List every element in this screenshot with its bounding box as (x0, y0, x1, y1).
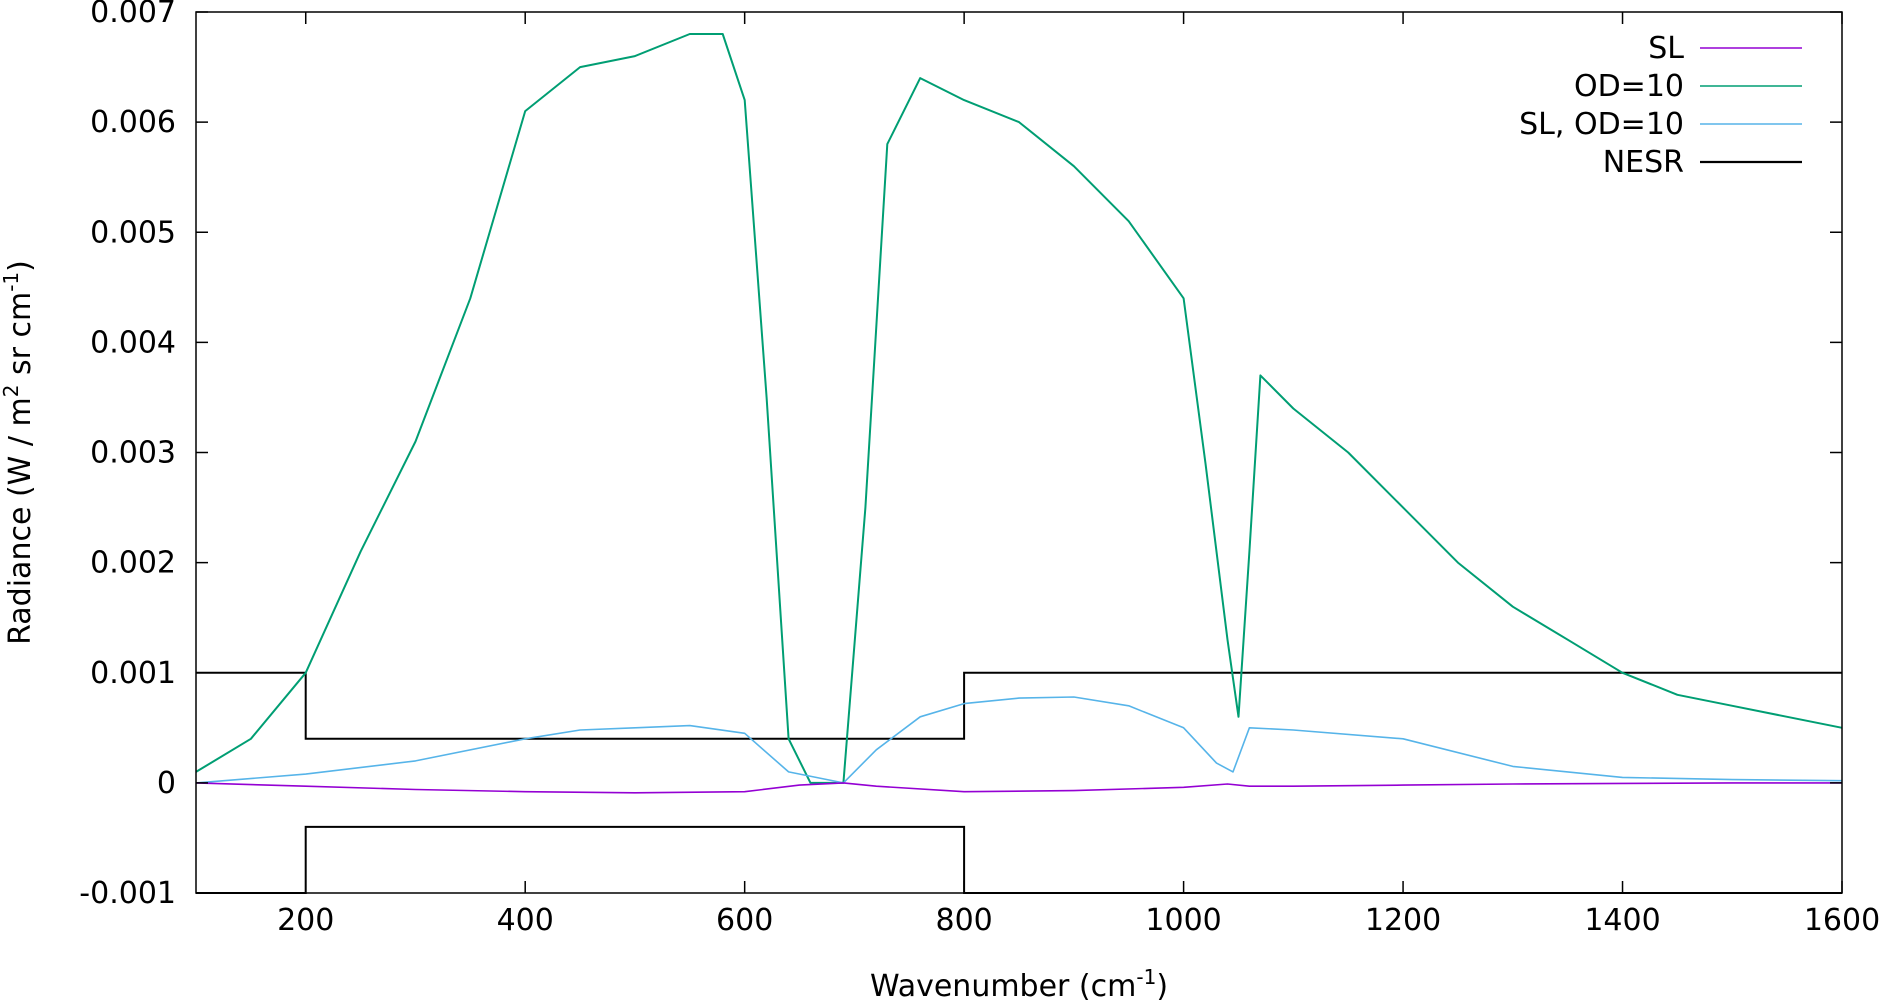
legend-label-sl-od-10: SL, OD=10 (1519, 107, 1684, 142)
y-tick-label-5: 0.004 (90, 325, 176, 360)
series-nesr-lower-line (196, 825, 1842, 894)
legend-label-sl: SL (1648, 31, 1684, 66)
x-axis-label: Wavenumber (cm-1) (870, 965, 1168, 1004)
y-axis-label-part-3: -1 (0, 272, 23, 292)
labels-layer: 200 400 600 800 1000 1200 1400 1600 -0.001 0 0.001… (79, 0, 1880, 938)
x-tick-label-1400: 1400 (1584, 903, 1660, 938)
legend-label-od-10: OD=10 (1574, 69, 1684, 104)
x-axis-label-end: ) (1156, 969, 1168, 1004)
y-tick-label-7: 0.006 (90, 105, 176, 140)
y-tick-label-3: 0.002 (90, 546, 176, 581)
y-axis-label-part-0: Radiance (W / m (3, 397, 38, 645)
legend-label-nesr: NESR (1603, 145, 1684, 180)
y-axis-label-part-2: sr cm (3, 292, 38, 385)
y-axis-label: Radiance (W / m2 sr cm-1) (0, 260, 38, 645)
x-tick-label-800: 800 (936, 903, 993, 938)
y-tick-label-0: -0.001 (79, 876, 176, 911)
series-od-10-line (195, 33, 1843, 784)
y-tick-label-6: 0.005 (90, 215, 176, 250)
x-tick-label-1600: 1600 (1804, 903, 1880, 938)
series-layer (195, 33, 1843, 894)
series-sl-line (195, 782, 1842, 794)
x-tick-label-400: 400 (497, 903, 554, 938)
ticks-layer (196, 11, 1843, 894)
y-axis-label-part-1: 2 (0, 385, 23, 398)
y-axis-label-part-4: ) (3, 260, 38, 272)
x-tick-label-1000: 1000 (1145, 903, 1221, 938)
y-tick-label-2: 0.001 (90, 656, 176, 691)
x-tick-label-200: 200 (277, 903, 334, 938)
x-tick-label-1200: 1200 (1365, 903, 1441, 938)
plot-frame (195, 11, 1843, 894)
y-tick-label-8: 0.007 (90, 0, 176, 30)
y-tick-label-1: 0 (157, 766, 176, 801)
y-tick-label-4: 0.003 (90, 436, 176, 471)
x-axis-label-main: Wavenumber (cm (870, 969, 1136, 1004)
series-nesr-upper-line (196, 671, 1842, 740)
x-axis-label-sup: -1 (1136, 965, 1156, 989)
series-sl-od-10-line (195, 696, 1843, 784)
x-tick-label-600: 600 (716, 903, 773, 938)
